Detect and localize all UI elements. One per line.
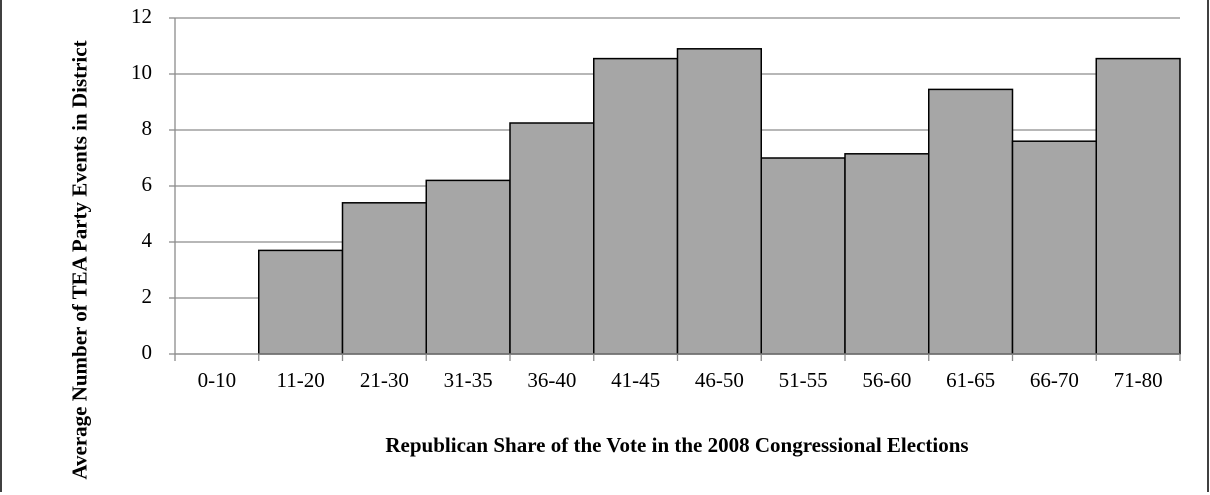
x-tick-label: 56-60: [862, 368, 911, 392]
x-tick-label: 46-50: [695, 368, 744, 392]
bar: [341, 202, 427, 355]
bar: [593, 57, 679, 355]
y-tick-label: 8: [142, 116, 153, 140]
x-axis-title: Republican Share of the Vote in the 2008…: [385, 433, 968, 457]
x-tick-label: 61-65: [946, 368, 995, 392]
x-tick-label: 21-30: [360, 368, 409, 392]
bar: [425, 179, 511, 355]
y-tick-label: 0: [142, 340, 153, 364]
bar: [509, 122, 595, 355]
x-tick-label: 41-45: [611, 368, 660, 392]
x-tick-label: 11-20: [277, 368, 325, 392]
y-tick-label: 12: [131, 4, 152, 28]
y-tick-label: 2: [142, 284, 153, 308]
bar: [676, 48, 762, 355]
bar: [760, 157, 846, 355]
x-tick-label: 36-40: [527, 368, 576, 392]
y-tick-label: 4: [142, 228, 153, 252]
y-tick-label: 10: [131, 60, 152, 84]
x-tick-label: 71-80: [1114, 368, 1163, 392]
bar: [928, 88, 1014, 355]
x-tick-label: 0-10: [198, 368, 237, 392]
y-tick-label: 6: [142, 172, 153, 196]
x-tick-label: 51-55: [779, 368, 828, 392]
bar: [1011, 140, 1097, 355]
bar: [258, 249, 344, 355]
x-tick-label: 66-70: [1030, 368, 1079, 392]
x-tick-label: 31-35: [444, 368, 493, 392]
bar: [1095, 57, 1181, 355]
bar: [844, 153, 930, 355]
y-axis-title: Average Number of TEA Party Events in Di…: [67, 40, 92, 480]
